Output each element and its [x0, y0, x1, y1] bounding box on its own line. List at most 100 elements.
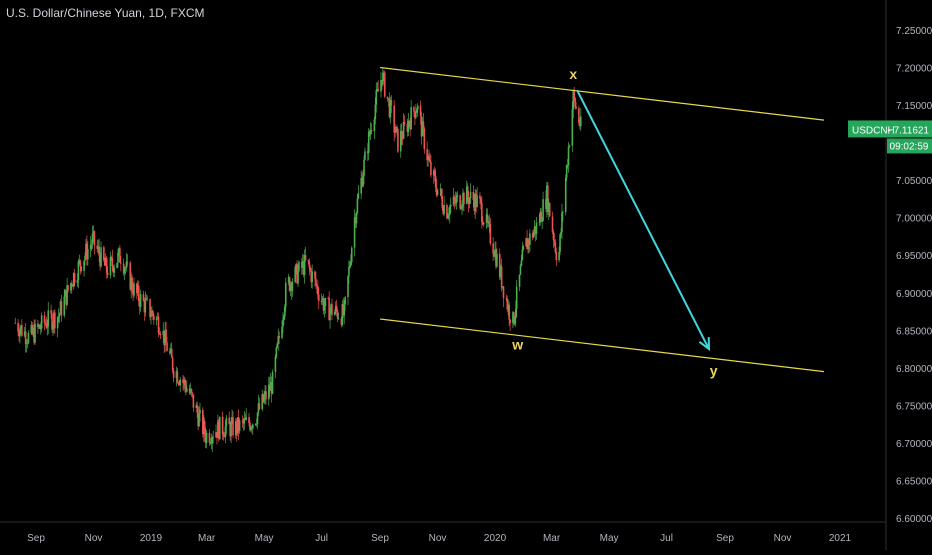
- candle-body: [349, 265, 351, 267]
- candle-body: [25, 343, 28, 345]
- candle-body: [375, 90, 378, 105]
- x-axis[interactable]: Sep Nov 2019 Mar May Jul Sep Nov 2020 Mar May Jul Se…: [0, 521, 886, 544]
- candle-body: [482, 223, 485, 225]
- candle-body: [514, 318, 516, 324]
- candle-body: [184, 379, 186, 386]
- candle-body: [145, 298, 148, 300]
- y-axis[interactable]: 7.250007.200007.150007.100007.050007.000…: [885, 0, 932, 550]
- candle-body: [284, 306, 286, 316]
- candle-body: [373, 119, 376, 132]
- y-tick-label: 6.85000: [896, 326, 932, 337]
- candle-body: [229, 424, 231, 437]
- candle-body: [257, 403, 260, 413]
- candle-body: [533, 226, 536, 232]
- candle-body: [120, 262, 122, 264]
- candle-body: [53, 312, 55, 325]
- candle-body: [442, 207, 444, 214]
- candle-body: [463, 192, 465, 205]
- candle-body: [541, 220, 543, 222]
- candle-body: [73, 273, 76, 283]
- price-badge-value: - 7.11621: [887, 125, 929, 136]
- candle-body: [261, 394, 264, 410]
- candle-body: [197, 412, 199, 427]
- channel-upper-line[interactable]: [379, 66, 825, 121]
- candle-body: [150, 315, 152, 318]
- candle-body: [109, 257, 112, 276]
- candle-body: [85, 243, 87, 256]
- candle-body: [481, 222, 484, 225]
- candle-body: [131, 277, 133, 291]
- x-tick-label: Sep: [371, 533, 389, 544]
- candle-body: [100, 247, 102, 267]
- candle-body: [317, 294, 320, 302]
- candle-body: [376, 88, 379, 91]
- candle-body: [122, 263, 125, 274]
- candle-body: [235, 421, 237, 436]
- candle-body: [321, 298, 324, 301]
- candle-body: [254, 423, 257, 425]
- candle-body: [92, 231, 95, 234]
- candle-body: [440, 188, 443, 197]
- candle-body: [149, 299, 151, 318]
- candle-body: [436, 189, 439, 195]
- candle-body: [182, 379, 184, 383]
- candle-body: [116, 263, 118, 268]
- candle-body: [67, 285, 69, 291]
- candle-body: [467, 197, 470, 205]
- candle-body: [494, 249, 496, 257]
- candle-body: [295, 263, 297, 268]
- y-tick-label: 7.20000: [896, 64, 932, 75]
- y-tick-label: 7.15000: [896, 101, 932, 112]
- candle-body: [552, 231, 555, 240]
- channel-lower-line[interactable]: [379, 318, 825, 373]
- candle-body: [574, 98, 576, 107]
- x-tick-label: 2019: [140, 533, 163, 544]
- candle-body: [217, 420, 219, 438]
- candle-body: [52, 324, 54, 330]
- candle-body: [301, 261, 304, 268]
- candle-body: [534, 226, 537, 234]
- candle-body: [57, 316, 60, 318]
- candle-body: [32, 327, 34, 334]
- candle-body: [130, 277, 132, 290]
- candle-body: [72, 273, 75, 286]
- candle-body: [568, 145, 571, 148]
- candle-body: [24, 331, 27, 344]
- candle-body: [428, 156, 430, 161]
- candle-body: [129, 262, 132, 290]
- candle-body: [475, 193, 477, 207]
- candle-body: [355, 212, 358, 224]
- candle-body: [250, 427, 252, 430]
- candle-body: [553, 239, 556, 243]
- candle-body: [60, 301, 63, 316]
- projection-arrow[interactable]: [576, 89, 710, 350]
- candle-body: [249, 423, 251, 430]
- candle-body: [179, 379, 182, 386]
- candle-body: [400, 130, 403, 139]
- candle-body: [508, 304, 510, 320]
- candle-body: [324, 298, 327, 307]
- candle-body: [531, 233, 534, 238]
- candle-body: [529, 233, 531, 245]
- candle-body: [427, 156, 429, 160]
- candle-body: [186, 388, 188, 392]
- candle-body: [512, 312, 514, 324]
- y-tick-label: 7.05000: [896, 176, 932, 187]
- price-badge-symbol: USDCNH: [852, 125, 895, 136]
- candle-body: [291, 282, 294, 292]
- candle-body: [237, 416, 240, 431]
- candle-body: [507, 304, 510, 310]
- candle-body: [492, 243, 494, 254]
- candle-body: [560, 231, 562, 235]
- candle-body: [146, 298, 149, 300]
- y-tick-label: 6.90000: [896, 289, 932, 300]
- candle-body: [268, 384, 270, 400]
- candle-body: [419, 105, 422, 117]
- candle-body: [315, 278, 317, 286]
- candle-body: [210, 442, 213, 444]
- candle-body: [37, 323, 39, 328]
- candle-body: [71, 283, 73, 287]
- candle-body: [287, 277, 290, 283]
